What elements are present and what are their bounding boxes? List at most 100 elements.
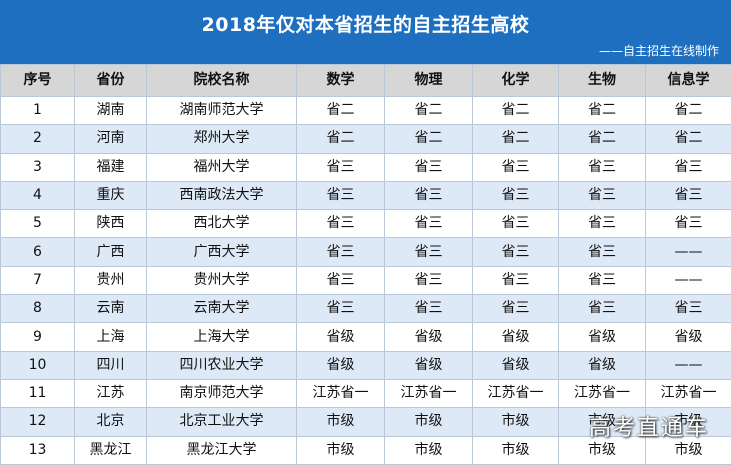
admissions-table: 序号 省份 院校名称 数学 物理 化学 生物 信息学 1 湖南 湖南师范大学 省二 省二… [0, 64, 731, 465]
cell-school: 上海大学 [146, 322, 297, 352]
table-row: 8 云南 云南大学 省三 省三 省三 省三 省三 [0, 294, 731, 324]
cell-province: 贵州 [74, 265, 147, 296]
table-row: 13 黑龙江 黑龙江大学 市级 市级 市级 市级 市级 [0, 435, 731, 465]
cell-informatics: —— [645, 265, 731, 296]
cell-index: 7 [0, 265, 75, 296]
cell-school: 贵州大学 [146, 265, 297, 296]
cell-school: 四川农业大学 [146, 350, 297, 380]
cell-physics: 江苏省一 [384, 378, 473, 409]
cell-index: 8 [0, 294, 75, 324]
table-row: 7 贵州 贵州大学 省三 省三 省三 省三 —— [0, 265, 731, 296]
cell-school: 西南政法大学 [146, 180, 297, 211]
cell-informatics: 省三 [645, 180, 731, 211]
cell-province: 广西 [74, 237, 147, 267]
cell-biology: 省三 [558, 265, 646, 296]
cell-biology: 省二 [558, 95, 646, 126]
cell-biology: 省级 [558, 322, 646, 352]
cell-province: 黑龙江 [74, 435, 147, 465]
cell-index: 3 [0, 152, 75, 182]
cell-physics: 省级 [384, 350, 473, 380]
table-row: 12 北京 北京工业大学 市级 市级 市级 市级 市级 [0, 407, 731, 437]
col-header-chemistry: 化学 [472, 64, 559, 97]
cell-physics: 市级 [384, 407, 473, 437]
cell-province: 重庆 [74, 180, 147, 211]
cell-informatics: —— [645, 350, 731, 380]
cell-chemistry: 省级 [472, 322, 559, 352]
cell-chemistry: 省三 [472, 294, 559, 324]
cell-informatics: 省三 [645, 294, 731, 324]
cell-chemistry: 江苏省一 [472, 378, 559, 409]
cell-biology: 省三 [558, 180, 646, 211]
cell-informatics: 市级 [645, 435, 731, 465]
cell-biology: 市级 [558, 435, 646, 465]
cell-physics: 省三 [384, 265, 473, 296]
cell-physics: 省三 [384, 152, 473, 182]
cell-informatics: 江苏省一 [645, 378, 731, 409]
cell-chemistry: 省三 [472, 180, 559, 211]
page-subtitle: ——自主招生在线制作 [598, 44, 719, 58]
cell-math: 省二 [296, 124, 385, 154]
cell-informatics: 省级 [645, 322, 731, 352]
cell-physics: 省二 [384, 124, 473, 154]
cell-school: 湖南师范大学 [146, 95, 297, 126]
cell-index: 9 [0, 322, 75, 352]
col-header-physics: 物理 [384, 64, 473, 97]
cell-province: 陕西 [74, 209, 147, 239]
col-header-math: 数学 [296, 64, 385, 97]
cell-physics: 省三 [384, 294, 473, 324]
cell-chemistry: 市级 [472, 407, 559, 437]
cell-physics: 省三 [384, 209, 473, 239]
cell-school: 广西大学 [146, 237, 297, 267]
table-header-row: 序号 省份 院校名称 数学 物理 化学 生物 信息学 [0, 64, 731, 97]
cell-province: 湖南 [74, 95, 147, 126]
cell-school: 西北大学 [146, 209, 297, 239]
col-header-province: 省份 [74, 64, 147, 97]
cell-biology: 江苏省一 [558, 378, 646, 409]
cell-chemistry: 省二 [472, 124, 559, 154]
title-banner: 2018年仅对本省招生的自主招生高校 ——自主招生在线制作 [0, 0, 731, 64]
table-row: 2 河南 郑州大学 省二 省二 省二 省二 省二 [0, 124, 731, 154]
cell-math: 市级 [296, 407, 385, 437]
cell-chemistry: 市级 [472, 435, 559, 465]
cell-index: 11 [0, 378, 75, 409]
cell-math: 省三 [296, 209, 385, 239]
cell-chemistry: 省三 [472, 152, 559, 182]
cell-math: 省三 [296, 237, 385, 267]
cell-informatics: 省二 [645, 95, 731, 126]
cell-index: 10 [0, 350, 75, 380]
table-row: 1 湖南 湖南师范大学 省二 省二 省二 省二 省二 [0, 95, 731, 126]
cell-chemistry: 省二 [472, 95, 559, 126]
cell-chemistry: 省级 [472, 350, 559, 380]
cell-math: 市级 [296, 435, 385, 465]
cell-physics: 省三 [384, 237, 473, 267]
page-title: 2018年仅对本省招生的自主招生高校 [201, 14, 530, 36]
cell-index: 4 [0, 180, 75, 211]
cell-math: 省三 [296, 294, 385, 324]
cell-province: 江苏 [74, 378, 147, 409]
cell-informatics: 省三 [645, 152, 731, 182]
cell-physics: 市级 [384, 435, 473, 465]
cell-math: 省级 [296, 350, 385, 380]
cell-province: 四川 [74, 350, 147, 380]
table-body: 1 湖南 湖南师范大学 省二 省二 省二 省二 省二 2 河南 郑州大学 省二 省二 省二 省二 省二 3 福建福… [0, 95, 731, 465]
cell-chemistry: 省三 [472, 265, 559, 296]
cell-index: 1 [0, 95, 75, 126]
cell-math: 省三 [296, 152, 385, 182]
table-row: 11 江苏 南京师范大学 江苏省一 江苏省一 江苏省一 江苏省一 江苏省一 [0, 378, 731, 409]
cell-physics: 省级 [384, 322, 473, 352]
cell-math: 江苏省一 [296, 378, 385, 409]
cell-biology: 省三 [558, 152, 646, 182]
cell-school: 南京师范大学 [146, 378, 297, 409]
cell-biology: 省三 [558, 209, 646, 239]
cell-chemistry: 省三 [472, 209, 559, 239]
cell-biology: 省三 [558, 237, 646, 267]
cell-province: 福建 [74, 152, 147, 182]
cell-math: 省级 [296, 322, 385, 352]
cell-school: 云南大学 [146, 294, 297, 324]
col-header-biology: 生物 [558, 64, 646, 97]
cell-index: 6 [0, 237, 75, 267]
cell-index: 2 [0, 124, 75, 154]
cell-physics: 省二 [384, 95, 473, 126]
cell-biology: 市级 [558, 407, 646, 437]
cell-index: 13 [0, 435, 75, 465]
